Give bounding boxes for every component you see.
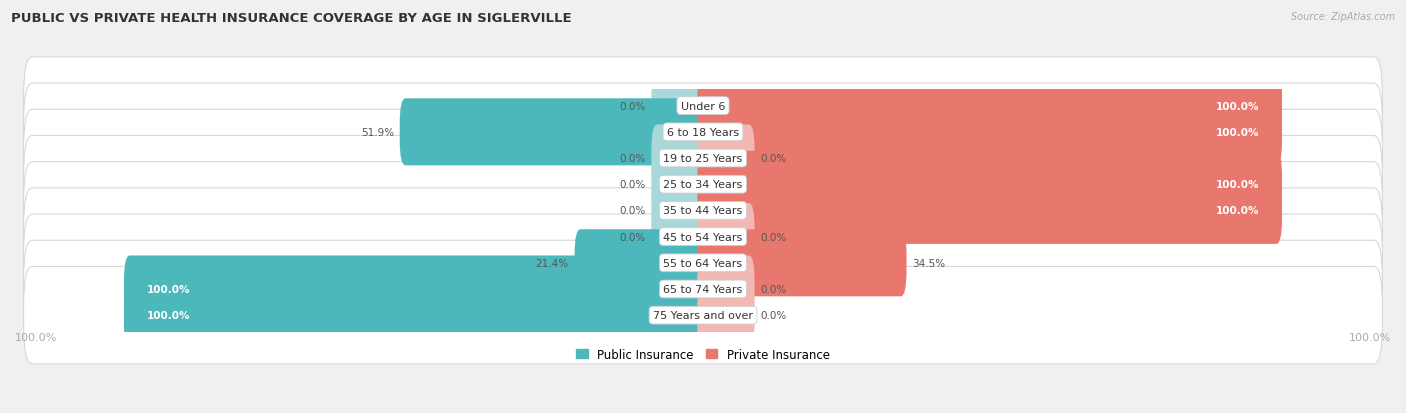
Text: PUBLIC VS PRIVATE HEALTH INSURANCE COVERAGE BY AGE IN SIGLERVILLE: PUBLIC VS PRIVATE HEALTH INSURANCE COVER…: [11, 12, 572, 25]
Text: 100.0%: 100.0%: [1216, 101, 1260, 112]
Text: 0.0%: 0.0%: [761, 232, 786, 242]
Text: 100.0%: 100.0%: [146, 284, 190, 294]
FancyBboxPatch shape: [651, 178, 709, 244]
Text: 19 to 25 Years: 19 to 25 Years: [664, 154, 742, 164]
Text: 100.0%: 100.0%: [1216, 128, 1260, 138]
Text: 75 Years and over: 75 Years and over: [652, 311, 754, 320]
Text: 0.0%: 0.0%: [620, 180, 645, 190]
FancyBboxPatch shape: [697, 125, 755, 192]
Text: Under 6: Under 6: [681, 101, 725, 112]
FancyBboxPatch shape: [24, 267, 1382, 364]
Text: 100.0%: 100.0%: [1216, 180, 1260, 190]
FancyBboxPatch shape: [697, 282, 755, 349]
Text: 45 to 54 Years: 45 to 54 Years: [664, 232, 742, 242]
Text: 100.0%: 100.0%: [1348, 332, 1391, 342]
FancyBboxPatch shape: [697, 73, 1282, 140]
Text: 0.0%: 0.0%: [620, 154, 645, 164]
FancyBboxPatch shape: [24, 214, 1382, 312]
FancyBboxPatch shape: [697, 204, 755, 271]
FancyBboxPatch shape: [24, 110, 1382, 207]
FancyBboxPatch shape: [24, 162, 1382, 259]
Text: 35 to 44 Years: 35 to 44 Years: [664, 206, 742, 216]
FancyBboxPatch shape: [697, 178, 1282, 244]
FancyBboxPatch shape: [399, 99, 709, 166]
FancyBboxPatch shape: [697, 99, 1282, 166]
FancyBboxPatch shape: [575, 230, 709, 297]
FancyBboxPatch shape: [124, 282, 709, 349]
Text: 21.4%: 21.4%: [536, 258, 569, 268]
Text: 25 to 34 Years: 25 to 34 Years: [664, 180, 742, 190]
FancyBboxPatch shape: [697, 151, 1282, 218]
Text: 34.5%: 34.5%: [912, 258, 945, 268]
Text: 100.0%: 100.0%: [15, 332, 58, 342]
FancyBboxPatch shape: [24, 84, 1382, 181]
Text: 0.0%: 0.0%: [620, 101, 645, 112]
Text: 100.0%: 100.0%: [146, 311, 190, 320]
FancyBboxPatch shape: [24, 188, 1382, 286]
Text: 0.0%: 0.0%: [620, 206, 645, 216]
Text: Source: ZipAtlas.com: Source: ZipAtlas.com: [1291, 12, 1395, 22]
FancyBboxPatch shape: [697, 230, 907, 297]
FancyBboxPatch shape: [651, 151, 709, 218]
FancyBboxPatch shape: [651, 204, 709, 271]
Legend: Public Insurance, Private Insurance: Public Insurance, Private Insurance: [571, 343, 835, 366]
FancyBboxPatch shape: [124, 256, 709, 323]
Text: 6 to 18 Years: 6 to 18 Years: [666, 128, 740, 138]
FancyBboxPatch shape: [24, 241, 1382, 338]
Text: 55 to 64 Years: 55 to 64 Years: [664, 258, 742, 268]
Text: 65 to 74 Years: 65 to 74 Years: [664, 284, 742, 294]
Text: 51.9%: 51.9%: [361, 128, 394, 138]
Text: 100.0%: 100.0%: [1216, 206, 1260, 216]
FancyBboxPatch shape: [651, 73, 709, 140]
FancyBboxPatch shape: [24, 136, 1382, 233]
Text: 0.0%: 0.0%: [761, 311, 786, 320]
FancyBboxPatch shape: [651, 125, 709, 192]
Text: 0.0%: 0.0%: [761, 284, 786, 294]
Text: 0.0%: 0.0%: [620, 232, 645, 242]
FancyBboxPatch shape: [24, 58, 1382, 155]
Text: 0.0%: 0.0%: [761, 154, 786, 164]
FancyBboxPatch shape: [697, 256, 755, 323]
